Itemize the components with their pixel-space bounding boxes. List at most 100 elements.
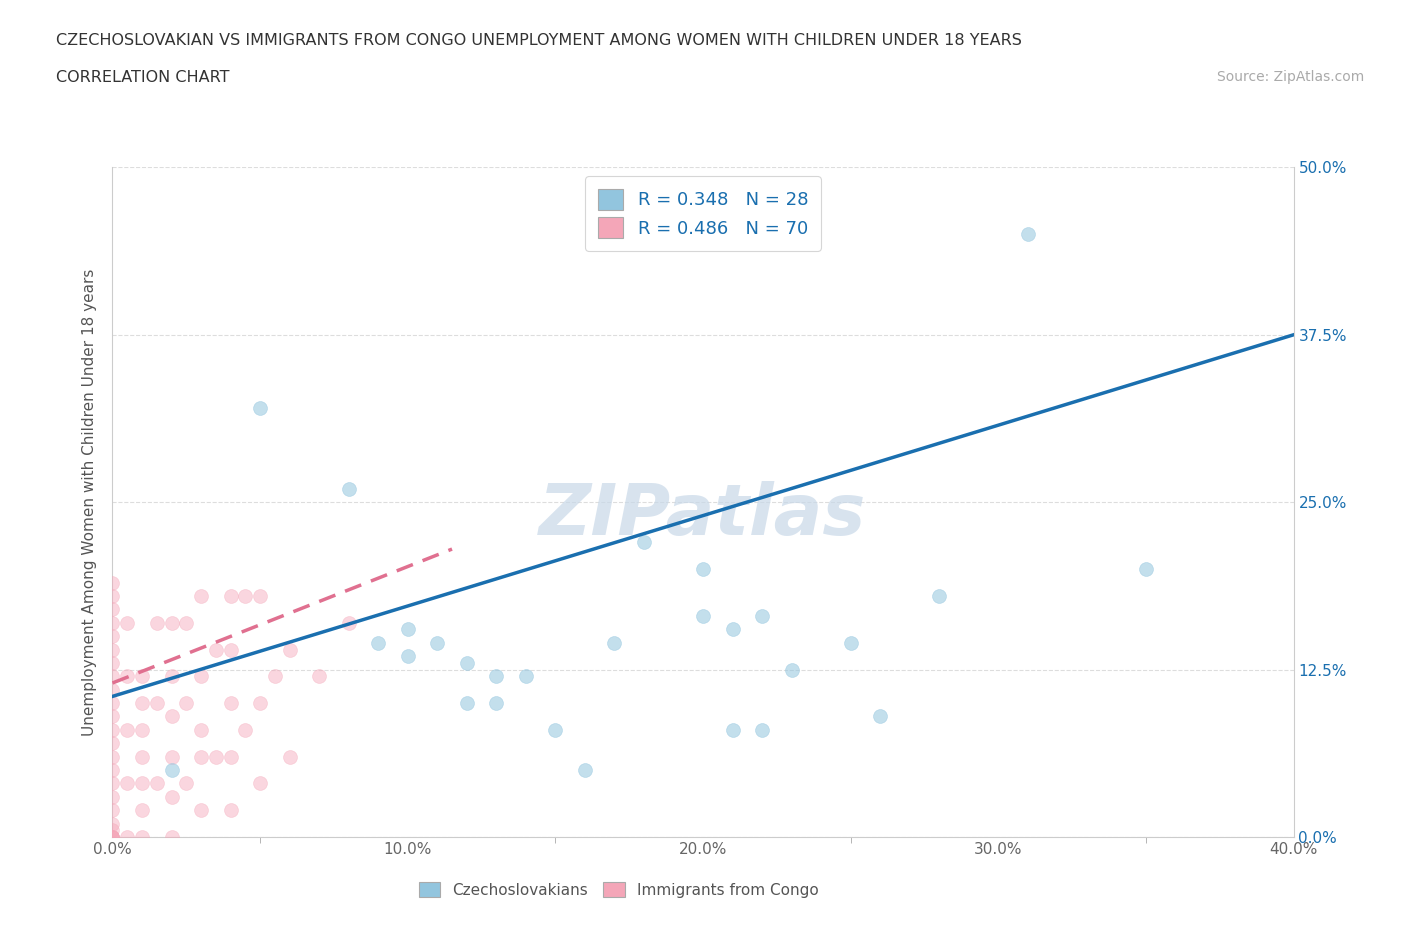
Point bbox=[515, 669, 537, 684]
Point bbox=[721, 622, 744, 637]
Point bbox=[233, 723, 256, 737]
Point bbox=[869, 709, 891, 724]
Point bbox=[780, 662, 803, 677]
Point bbox=[101, 589, 124, 604]
Point bbox=[101, 656, 124, 671]
Point bbox=[219, 696, 242, 711]
Point bbox=[544, 723, 567, 737]
Point bbox=[264, 669, 287, 684]
Point bbox=[117, 830, 138, 844]
Point bbox=[219, 803, 242, 817]
Point bbox=[396, 649, 419, 664]
Point bbox=[1135, 562, 1157, 577]
Text: CZECHOSLOVAKIAN VS IMMIGRANTS FROM CONGO UNEMPLOYMENT AMONG WOMEN WITH CHILDREN : CZECHOSLOVAKIAN VS IMMIGRANTS FROM CONGO… bbox=[56, 33, 1022, 47]
Point bbox=[249, 401, 271, 416]
Point bbox=[131, 723, 153, 737]
Point bbox=[456, 656, 478, 671]
Point bbox=[101, 629, 124, 644]
Point bbox=[692, 562, 714, 577]
Point bbox=[692, 608, 714, 623]
Point bbox=[117, 723, 138, 737]
Point bbox=[131, 669, 153, 684]
Point bbox=[101, 830, 124, 844]
Point bbox=[278, 642, 301, 657]
Point bbox=[160, 790, 183, 804]
Point bbox=[101, 683, 124, 698]
Point bbox=[101, 669, 124, 684]
Point bbox=[101, 830, 124, 844]
Text: Source: ZipAtlas.com: Source: ZipAtlas.com bbox=[1216, 70, 1364, 84]
Point bbox=[131, 750, 153, 764]
Point bbox=[101, 790, 124, 804]
Point bbox=[928, 589, 950, 604]
Point bbox=[337, 616, 360, 631]
Point bbox=[721, 723, 744, 737]
Point bbox=[249, 589, 271, 604]
Text: ZIPatlas: ZIPatlas bbox=[540, 481, 866, 550]
Point bbox=[603, 635, 626, 650]
Point bbox=[160, 763, 183, 777]
Point bbox=[337, 482, 360, 497]
Point bbox=[101, 763, 124, 777]
Point bbox=[233, 589, 256, 604]
Point bbox=[146, 776, 169, 790]
Text: CORRELATION CHART: CORRELATION CHART bbox=[56, 70, 229, 85]
Point bbox=[751, 608, 773, 623]
Point bbox=[219, 589, 242, 604]
Point bbox=[190, 750, 212, 764]
Y-axis label: Unemployment Among Women with Children Under 18 years: Unemployment Among Women with Children U… bbox=[82, 269, 97, 736]
Point bbox=[205, 750, 228, 764]
Point bbox=[146, 696, 169, 711]
Point bbox=[131, 803, 153, 817]
Point bbox=[101, 830, 124, 844]
Point bbox=[174, 776, 197, 790]
Point bbox=[633, 535, 655, 550]
Point bbox=[190, 723, 212, 737]
Point bbox=[101, 616, 124, 631]
Point bbox=[174, 616, 197, 631]
Point bbox=[160, 709, 183, 724]
Point bbox=[174, 696, 197, 711]
Point bbox=[839, 635, 862, 650]
Point bbox=[146, 616, 169, 631]
Point bbox=[160, 830, 183, 844]
Point bbox=[101, 642, 124, 657]
Legend: Czechoslovakians, Immigrants from Congo: Czechoslovakians, Immigrants from Congo bbox=[412, 875, 825, 904]
Point bbox=[117, 776, 138, 790]
Point bbox=[160, 750, 183, 764]
Point bbox=[367, 635, 389, 650]
Point bbox=[219, 642, 242, 657]
Point bbox=[190, 589, 212, 604]
Point bbox=[574, 763, 596, 777]
Point bbox=[160, 616, 183, 631]
Legend: R = 0.348   N = 28, R = 0.486   N = 70: R = 0.348 N = 28, R = 0.486 N = 70 bbox=[585, 177, 821, 251]
Point bbox=[1017, 227, 1039, 242]
Point bbox=[101, 736, 124, 751]
Point bbox=[101, 575, 124, 590]
Point bbox=[101, 776, 124, 790]
Point bbox=[160, 669, 183, 684]
Point bbox=[101, 817, 124, 831]
Point bbox=[101, 823, 124, 838]
Point bbox=[190, 803, 212, 817]
Point bbox=[101, 830, 124, 844]
Point bbox=[131, 776, 153, 790]
Point bbox=[751, 723, 773, 737]
Point bbox=[101, 723, 124, 737]
Point bbox=[308, 669, 330, 684]
Point bbox=[101, 602, 124, 617]
Point bbox=[131, 696, 153, 711]
Point bbox=[117, 669, 138, 684]
Point bbox=[205, 642, 228, 657]
Point bbox=[396, 622, 419, 637]
Point bbox=[456, 696, 478, 711]
Point bbox=[249, 696, 271, 711]
Point bbox=[101, 709, 124, 724]
Point bbox=[190, 669, 212, 684]
Point bbox=[426, 635, 449, 650]
Point bbox=[278, 750, 301, 764]
Point bbox=[485, 696, 508, 711]
Point bbox=[131, 830, 153, 844]
Point bbox=[117, 616, 138, 631]
Point bbox=[249, 776, 271, 790]
